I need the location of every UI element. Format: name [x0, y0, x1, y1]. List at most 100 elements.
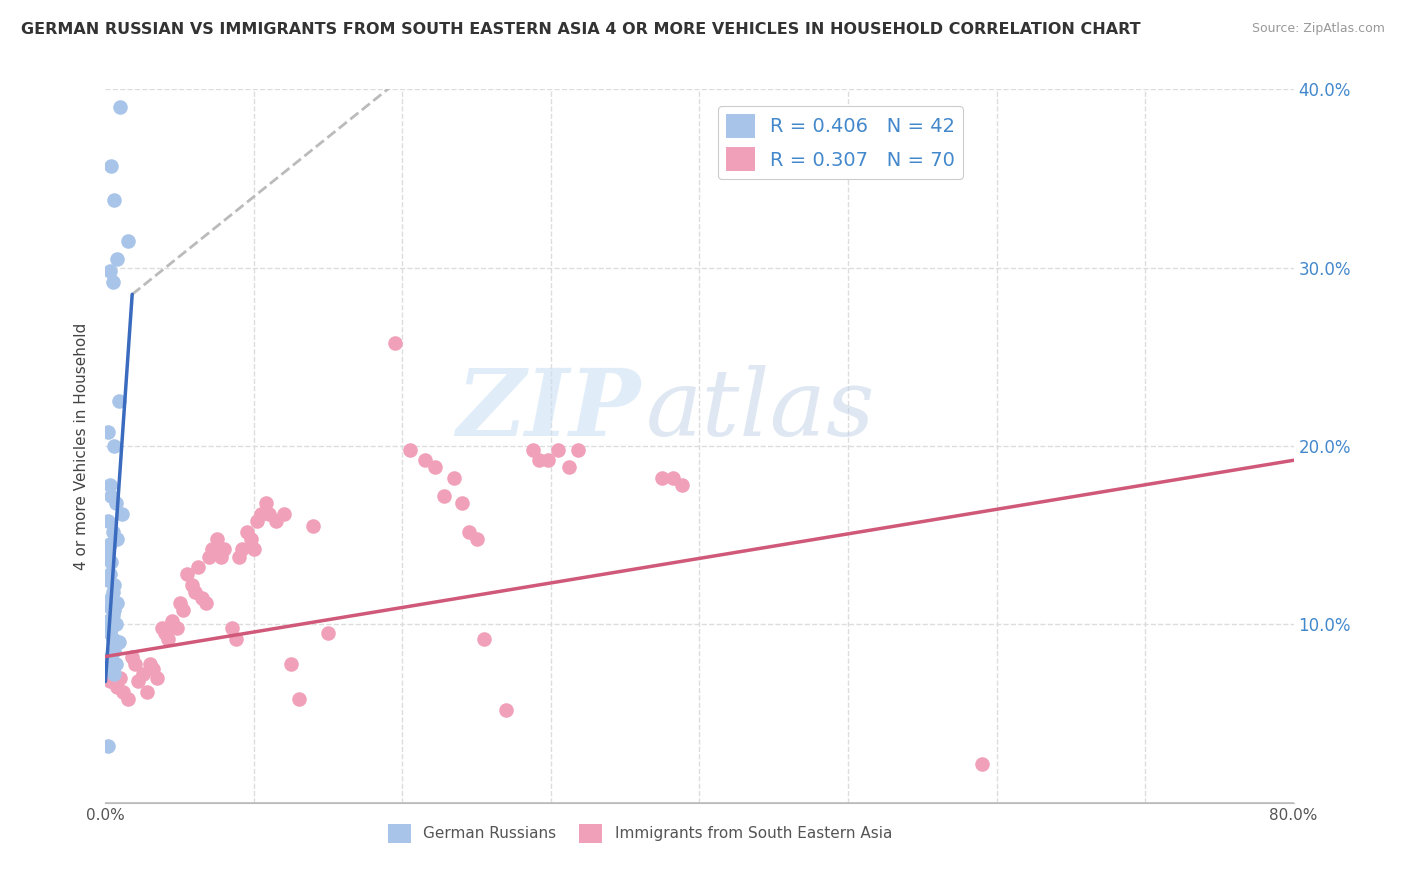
- Point: [110, 100, 132, 114]
- Point: [183, 585, 205, 599]
- Text: GERMAN RUSSIAN VS IMMIGRANTS FROM SOUTH EASTERN ASIA 4 OR MORE VEHICLES IN HOUSE: GERMAN RUSSIAN VS IMMIGRANTS FROM SOUTH …: [21, 22, 1140, 37]
- Point: [142, 662, 165, 676]
- Point: [970, 756, 993, 771]
- Point: [458, 524, 481, 539]
- Point: [108, 394, 131, 409]
- Point: [150, 621, 173, 635]
- Point: [169, 596, 191, 610]
- Point: [101, 275, 124, 289]
- Point: [235, 524, 257, 539]
- Point: [495, 703, 517, 717]
- Point: [651, 471, 673, 485]
- Point: [254, 496, 277, 510]
- Point: [156, 632, 179, 646]
- Point: [103, 644, 125, 658]
- Point: [98, 537, 121, 551]
- Point: [97, 514, 120, 528]
- Point: [671, 478, 693, 492]
- Point: [108, 635, 131, 649]
- Point: [384, 335, 406, 350]
- Point: [100, 591, 122, 605]
- Point: [176, 567, 198, 582]
- Point: [105, 532, 128, 546]
- Point: [100, 159, 122, 173]
- Point: [103, 193, 125, 207]
- Point: [127, 674, 149, 689]
- Point: [97, 614, 120, 628]
- Point: [547, 442, 569, 457]
- Point: [214, 542, 236, 557]
- Point: [105, 252, 128, 266]
- Point: [443, 471, 465, 485]
- Point: [98, 626, 121, 640]
- Point: [240, 532, 263, 546]
- Point: [124, 657, 146, 671]
- Point: [201, 542, 224, 557]
- Point: [103, 667, 125, 681]
- Point: [166, 621, 188, 635]
- Point: [101, 524, 124, 539]
- Point: [246, 514, 269, 528]
- Point: [104, 657, 127, 671]
- Point: [97, 573, 120, 587]
- Point: [97, 739, 120, 753]
- Point: [98, 567, 121, 582]
- Point: [231, 542, 253, 557]
- Point: [302, 519, 325, 533]
- Point: [110, 671, 132, 685]
- Point: [273, 507, 295, 521]
- Point: [316, 626, 339, 640]
- Point: [103, 603, 125, 617]
- Point: [527, 453, 550, 467]
- Point: [433, 489, 456, 503]
- Point: [172, 603, 194, 617]
- Point: [221, 621, 243, 635]
- Point: [131, 667, 153, 681]
- Point: [162, 614, 184, 628]
- Point: [280, 657, 302, 671]
- Point: [136, 685, 159, 699]
- Point: [98, 599, 121, 614]
- Point: [287, 692, 309, 706]
- Point: [399, 442, 422, 457]
- Point: [153, 626, 176, 640]
- Point: [450, 496, 472, 510]
- Point: [264, 514, 287, 528]
- Point: [567, 442, 589, 457]
- Point: [257, 507, 280, 521]
- Point: [209, 549, 232, 564]
- Point: [180, 578, 202, 592]
- Text: ZIP: ZIP: [456, 366, 640, 455]
- Point: [243, 542, 266, 557]
- Point: [98, 478, 121, 492]
- Point: [98, 674, 121, 689]
- Point: [100, 621, 122, 635]
- Point: [111, 507, 134, 521]
- Point: [228, 549, 250, 564]
- Point: [103, 439, 125, 453]
- Point: [101, 608, 124, 623]
- Point: [225, 632, 247, 646]
- Point: [101, 667, 124, 681]
- Point: [661, 471, 683, 485]
- Point: [104, 617, 127, 632]
- Point: [139, 657, 162, 671]
- Point: [537, 453, 560, 467]
- Point: [121, 649, 143, 664]
- Point: [186, 560, 208, 574]
- Point: [117, 234, 139, 248]
- Text: atlas: atlas: [645, 366, 876, 455]
- Point: [195, 596, 218, 610]
- Point: [472, 632, 495, 646]
- Point: [198, 549, 221, 564]
- Point: [105, 596, 128, 610]
- Point: [97, 425, 120, 439]
- Point: [522, 442, 544, 457]
- Point: [105, 680, 128, 694]
- Point: [191, 591, 214, 605]
- Point: [250, 507, 273, 521]
- Point: [100, 649, 122, 664]
- Point: [146, 671, 169, 685]
- Point: [558, 460, 581, 475]
- Point: [117, 692, 139, 706]
